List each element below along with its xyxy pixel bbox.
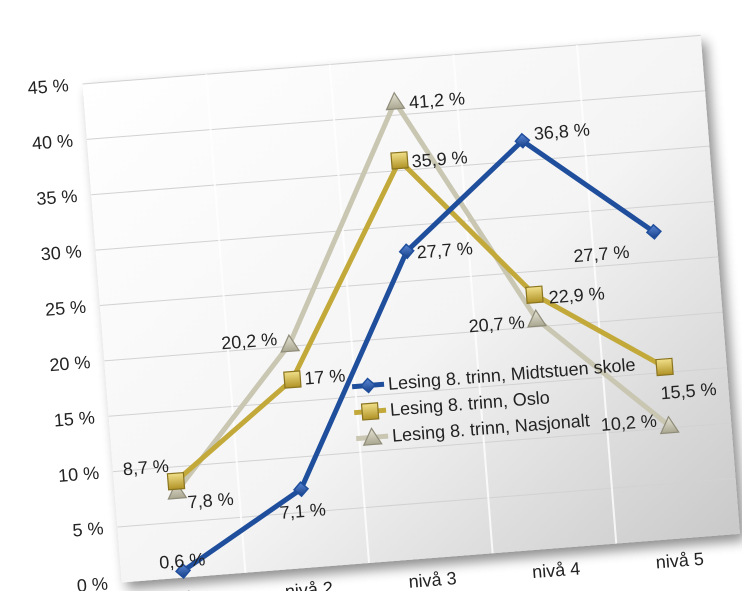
data-label: 7,1 %	[279, 499, 326, 523]
gridline	[117, 477, 736, 528]
y-tick-label: 0 %	[76, 574, 109, 591]
gridline	[99, 256, 719, 307]
data-label: 41,2 %	[408, 88, 465, 112]
data-label: 20,7 %	[468, 312, 525, 336]
data-label: 10,2 %	[600, 411, 657, 435]
y-tick-label: 10 %	[57, 463, 99, 486]
triangle-marker	[527, 308, 548, 328]
data-label: 17 %	[304, 365, 346, 388]
square-marker	[390, 151, 409, 170]
x-tick-label: nivå 1	[161, 588, 210, 591]
x-tick-label: nivå 5	[655, 549, 704, 573]
y-tick-label: 40 %	[31, 130, 73, 153]
triangle-marker	[167, 480, 188, 500]
x-tick-label: nivå 2	[284, 578, 333, 591]
x-axis: nivå 1 nivå 2 nivå 3 nivå 4 nivå 5	[161, 549, 705, 591]
category-divider	[328, 64, 371, 564]
square-marker	[360, 402, 380, 421]
data-label: 36,8 %	[533, 119, 590, 143]
diamond-marker	[292, 481, 310, 498]
diamond-marker	[398, 243, 415, 260]
diamond-marker	[360, 377, 377, 394]
square-marker	[525, 285, 544, 304]
gridlines	[82, 34, 736, 573]
x-tick-label: nivå 3	[408, 568, 457, 591]
gridline	[91, 145, 710, 196]
data-label: 27,7 %	[416, 238, 473, 262]
data-label: 7,8 %	[187, 489, 234, 513]
y-tick-label: 45 %	[27, 75, 69, 98]
square-marker	[283, 370, 302, 389]
diamond-marker	[645, 223, 662, 240]
y-tick-label: 20 %	[49, 352, 91, 375]
y-tick-label: 25 %	[44, 297, 86, 320]
data-labels: 0,6 % 7,1 % 27,7 % 36,8 % 27,7 % 8,7 % 17 % 35,…	[122, 88, 717, 573]
y-tick-label: 35 %	[36, 186, 78, 209]
diamond-marker	[514, 132, 531, 149]
triangle-marker	[659, 415, 680, 435]
y-axis: 0 % 5 % 10 % 15 % 20 % 25 % 30 % 35 % 40 % 45 %	[27, 75, 109, 591]
y-tick-label: 15 %	[53, 407, 95, 430]
gridline	[86, 90, 706, 140]
square-marker	[655, 357, 674, 377]
y-tick-label: 5 %	[72, 518, 105, 540]
y-tick-label: 30 %	[40, 241, 82, 264]
data-label: 27,7 %	[573, 242, 630, 266]
triangle-marker	[362, 427, 383, 446]
square-marker	[166, 471, 186, 491]
data-label: 22,9 %	[548, 283, 605, 307]
category-divider	[452, 54, 494, 554]
gridline	[104, 311, 723, 362]
category-divider	[205, 74, 247, 573]
diamond-marker	[175, 562, 192, 579]
gridline	[108, 367, 727, 417]
gridline	[82, 34, 701, 85]
data-label: 20,2 %	[221, 329, 278, 353]
data-label: 0,6 %	[159, 549, 206, 573]
triangle-marker	[280, 333, 301, 353]
gridline	[95, 200, 714, 251]
x-tick-label: nivå 4	[531, 558, 580, 582]
triangle-marker	[385, 91, 406, 111]
series-markers	[166, 91, 680, 579]
category-divider	[576, 44, 618, 544]
data-label: 15,5 %	[660, 379, 717, 403]
gridline	[113, 422, 732, 473]
data-label: 8,7 %	[122, 456, 169, 480]
data-label: 35,9 %	[411, 147, 468, 171]
plot-area	[82, 35, 740, 583]
